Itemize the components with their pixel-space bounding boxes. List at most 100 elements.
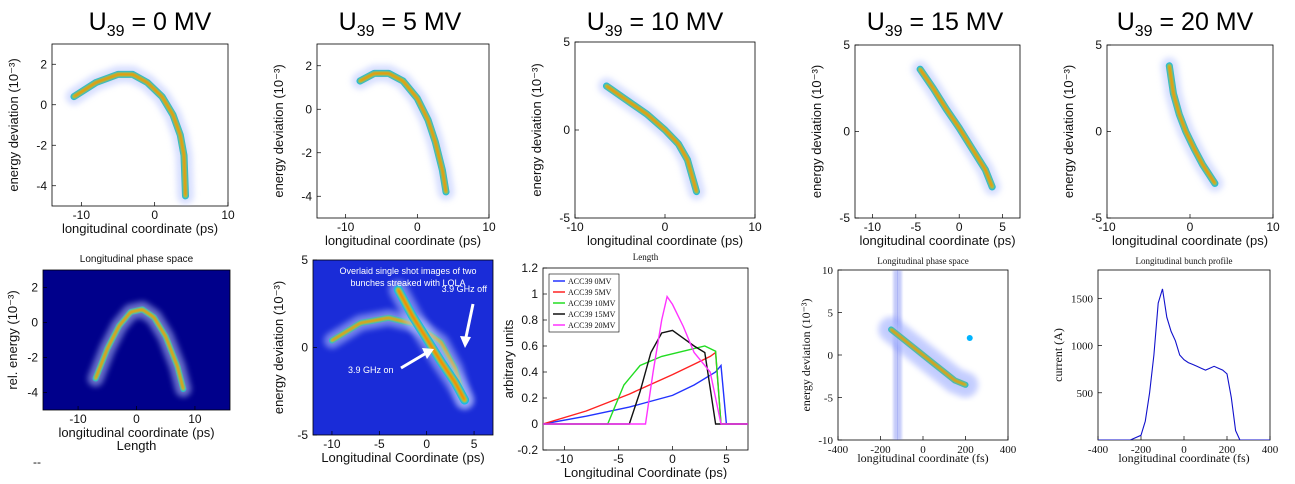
- title-value: = 10 MV: [623, 8, 724, 36]
- x-tick-label: 200: [957, 444, 974, 456]
- bot-4-axes: -400 -200 0 200 400 10 5 0 -5 -10 longitudinal coo…: [799, 256, 1017, 465]
- y-tick-label: 0: [843, 125, 850, 139]
- x-axis-label: longitudinal coordinate (fs): [857, 451, 988, 465]
- arrow-on-head: [422, 348, 434, 359]
- top-20MV-axes: -10 0 10 5 0 -5 longitudinal coordinate (ps) en…: [1061, 38, 1280, 248]
- legend-label-3: ACC39 15MV: [568, 310, 616, 319]
- panel-footer: Length: [117, 438, 157, 453]
- title-subscript: 39: [107, 23, 125, 40]
- phase-space-heatmap: [1160, 57, 1224, 192]
- x-tick-label: -10: [323, 437, 341, 451]
- y-tick-label: 2: [31, 281, 38, 295]
- x-tick-label: 0: [1187, 220, 1194, 234]
- x-axis-label: longitudinal coordinate (ps): [325, 233, 481, 248]
- y-tick-label: -2: [27, 351, 38, 365]
- y-tick-label: 1000: [1071, 341, 1094, 353]
- y-axis-label: energy deviation (10⁻³): [809, 65, 824, 198]
- y-tick-label: 10: [822, 265, 834, 277]
- title-u: U: [867, 8, 885, 36]
- y-tick-label: 0.8: [521, 313, 538, 327]
- x-axis-label: Longitudinal Coordinate (ps): [564, 465, 727, 479]
- x-tick-label: 5: [471, 437, 478, 451]
- axes-frame: [1097, 269, 1271, 441]
- x-tick-label: 0: [423, 437, 430, 451]
- x-tick-label: 0: [133, 412, 140, 426]
- x-axis-label: Longitudinal Coordinate (ps): [321, 450, 484, 465]
- panel-title: Length: [633, 252, 659, 262]
- y-tick-label: 0: [305, 102, 312, 116]
- legend-label-0: ACC39 0MV: [568, 277, 612, 286]
- y-axis-label: energy deviation (10⁻³): [1061, 65, 1076, 198]
- title-u: U: [89, 8, 107, 36]
- x-tick-label: 10: [1266, 220, 1280, 234]
- y-tick-label: 0: [1095, 125, 1102, 139]
- column-title: U39 = 0 MV: [89, 8, 212, 40]
- x-tick-label: 0: [669, 452, 676, 466]
- x-tick-label: 0: [662, 220, 669, 234]
- column-title: U39 = 20 MV: [1117, 8, 1254, 40]
- x-tick-label: 400: [1000, 444, 1017, 456]
- noise-column: [893, 270, 902, 440]
- y-tick-label: 0.2: [521, 391, 538, 405]
- bunch-peak: [1168, 64, 1216, 185]
- y-tick-label: 1.2: [521, 261, 538, 275]
- y-tick-label: 5: [301, 253, 308, 267]
- side-blob: [966, 335, 973, 341]
- y-tick-label: 1: [531, 287, 538, 301]
- bunch-peak: [890, 328, 967, 386]
- phase-space-heatmap: [87, 301, 192, 397]
- x-tick-label: 0: [920, 444, 926, 456]
- y-tick-label: -10: [818, 435, 833, 447]
- plot-background: [43, 270, 230, 410]
- profile-lines: [1098, 288, 1270, 440]
- x-tick-label: -400: [1088, 444, 1109, 456]
- overlaid-heatmap: [323, 280, 475, 410]
- x-tick-label: -10: [566, 220, 584, 234]
- axes-frame: [316, 43, 490, 219]
- y-tick-label: -5: [839, 211, 850, 225]
- title-u: U: [587, 8, 605, 36]
- y-tick-label: 0: [31, 316, 38, 330]
- x-tick-label: 5: [999, 220, 1006, 234]
- title-value: = 0 MV: [125, 8, 212, 36]
- series-line-4: [543, 294, 748, 425]
- bunch-on-peak: [397, 288, 466, 402]
- y-tick-label: -5: [824, 393, 834, 405]
- bot-5-axes: -400 -200 0 200 400 1500 1000 500 longitudinal c…: [1051, 256, 1279, 465]
- y-tick-label: -5: [297, 428, 308, 442]
- column-title: U39 = 15 MV: [867, 8, 1004, 40]
- y-tick-label: 0: [563, 123, 570, 137]
- y-axis-label: rel. energy (10⁻³): [5, 290, 20, 389]
- x-tick-label: -200: [870, 444, 891, 456]
- label-39ghz-off: 3.9 GHz off: [442, 284, 488, 294]
- panel-title: Longitudinal bunch profile: [1136, 256, 1233, 266]
- y-axis-label: energy deviation (10⁻³): [271, 64, 286, 197]
- phase-space-heatmap: [351, 64, 455, 201]
- y-axis-label: energy deviation (10⁻³): [271, 281, 286, 414]
- phase-space-heatmap: [911, 60, 1001, 196]
- length-lines: [543, 294, 748, 425]
- legend-label-4: ACC39 20MV: [568, 321, 616, 330]
- y-tick-label: -4: [27, 386, 38, 400]
- label-39ghz-on: 3.9 GHz on: [348, 365, 394, 375]
- x-tick-label: 200: [1219, 444, 1236, 456]
- y-axis-label: energy deviation (10⁻³): [529, 63, 544, 196]
- x-axis-label: longitudinal coordinate (ps): [62, 221, 218, 236]
- x-tick-label: -5: [613, 452, 624, 466]
- column-title: U39 = 10 MV: [587, 8, 724, 40]
- bunch-halo: [598, 77, 705, 201]
- x-tick-label: 5: [723, 452, 730, 466]
- bunch-halo: [65, 65, 194, 205]
- y-tick-label: -0.2: [517, 443, 538, 457]
- y-tick-label: 5: [563, 35, 570, 49]
- bunch-peak: [73, 73, 187, 197]
- bunch-peak: [94, 308, 185, 390]
- y-tick-label: 2: [305, 59, 312, 73]
- x-tick-label: 10: [221, 208, 235, 222]
- y-tick-label: 0: [531, 417, 538, 431]
